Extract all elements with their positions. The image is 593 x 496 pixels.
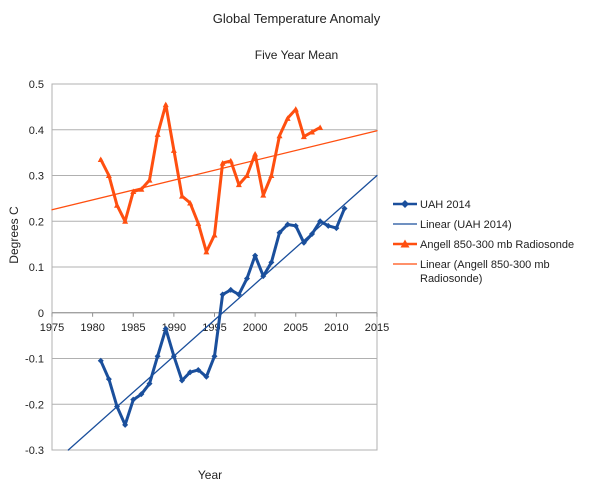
point-uah	[244, 275, 250, 282]
x-tick-label: 2005	[284, 322, 308, 334]
point-uah	[325, 222, 332, 229]
point-uah	[284, 221, 291, 228]
point-uah	[105, 376, 112, 383]
x-tick-label: 2000	[243, 322, 267, 334]
point-uah	[317, 218, 324, 225]
point-uah	[292, 222, 299, 229]
point-uah	[227, 286, 234, 293]
point-angell	[162, 101, 169, 108]
legend-item-uah-linear: Linear (UAH 2014)	[392, 216, 592, 236]
point-uah	[252, 252, 259, 259]
x-tick-label: 2010	[324, 322, 348, 334]
y-tick-label: 0.2	[29, 216, 44, 228]
legend-uah-swatch	[393, 200, 417, 208]
legend-item-angell: Angell 850-300 mb Radiosonde	[392, 236, 592, 256]
point-angell	[317, 124, 324, 130]
legend-uah-linear-label: Linear (UAH 2014)	[420, 219, 512, 231]
point-angell	[292, 106, 299, 112]
point-uah	[333, 225, 340, 232]
point-uah	[146, 380, 153, 387]
y-tick-label: -0.1	[25, 354, 44, 366]
y-axis-label: Degrees C	[7, 206, 21, 264]
legend-angell-linear-label: Linear (Angell 850-300 mb Radiosonde)	[420, 259, 550, 285]
point-uah	[235, 291, 242, 298]
chart-title: Global Temperature Anomaly	[212, 11, 381, 26]
chart-subtitle: Five Year Mean	[254, 48, 339, 62]
legend-angell-linear-swatch	[393, 263, 417, 265]
point-angell	[187, 199, 194, 206]
point-angell	[138, 186, 145, 192]
legend-item-angell-linear: Linear (Angell 850-300 mb Radiosonde)	[392, 256, 592, 290]
point-angell	[179, 193, 185, 199]
point-uah	[97, 357, 104, 364]
legend-angell-swatch	[393, 239, 417, 248]
legend-angell-label: Angell 850-300 mb Radiosonde	[420, 239, 575, 251]
x-axis-label: Year	[197, 468, 223, 482]
point-angell	[260, 192, 267, 198]
point-angell	[203, 248, 210, 255]
point-uah	[187, 369, 194, 376]
point-uah	[138, 391, 145, 398]
x-tick-label: 1975	[40, 322, 64, 334]
point-uah	[268, 259, 275, 266]
y-tick-label: 0.5	[29, 79, 44, 91]
point-angell	[276, 132, 283, 139]
series-line-angell-linear	[51, 130, 378, 211]
point-angell	[244, 172, 250, 178]
point-uah	[276, 229, 283, 236]
point-angell	[97, 156, 104, 162]
point-angell	[235, 181, 242, 188]
point-uah	[179, 377, 185, 384]
point-uah	[122, 421, 129, 428]
point-uah	[341, 205, 348, 212]
point-uah	[162, 325, 169, 332]
point-angell	[211, 231, 218, 238]
point-uah	[154, 353, 161, 360]
y-tick-label: 0.4	[29, 125, 44, 137]
y-tick-label: 0	[38, 308, 44, 320]
y-tick-label: 0.3	[29, 171, 44, 183]
point-uah	[203, 373, 210, 380]
point-uah	[195, 366, 202, 373]
point-angell	[114, 202, 120, 208]
x-tick-label: 1985	[121, 322, 145, 334]
y-tick-label: -0.3	[25, 445, 44, 457]
point-uah	[219, 291, 226, 298]
point-angell	[146, 177, 153, 183]
point-angell	[309, 129, 315, 135]
point-angell	[227, 157, 234, 164]
point-angell	[195, 220, 202, 227]
legend: UAH 2014 Linear (UAH 2014) Angell 850-30…	[392, 196, 592, 290]
series-line-uah-linear	[67, 174, 378, 451]
x-tick-label: 1980	[80, 322, 104, 334]
point-angell	[105, 172, 112, 178]
point-angell	[268, 172, 275, 178]
legend-uah-linear-swatch	[393, 223, 417, 225]
point-angell	[122, 218, 129, 224]
point-angell	[252, 150, 259, 157]
point-uah	[130, 396, 137, 403]
x-tick-label: 2015	[365, 322, 389, 334]
point-angell	[300, 133, 307, 140]
legend-uah-label: UAH 2014	[420, 199, 471, 211]
y-tick-label: -0.2	[25, 399, 44, 411]
point-angell	[154, 131, 161, 137]
y-tick-label: 0.1	[29, 262, 44, 274]
series-line-angell	[99, 103, 322, 254]
point-angell	[219, 160, 226, 166]
point-uah	[211, 353, 218, 360]
point-angell	[170, 147, 177, 153]
point-angell	[130, 188, 137, 195]
point-angell	[284, 115, 291, 121]
legend-item-uah: UAH 2014	[392, 196, 592, 216]
